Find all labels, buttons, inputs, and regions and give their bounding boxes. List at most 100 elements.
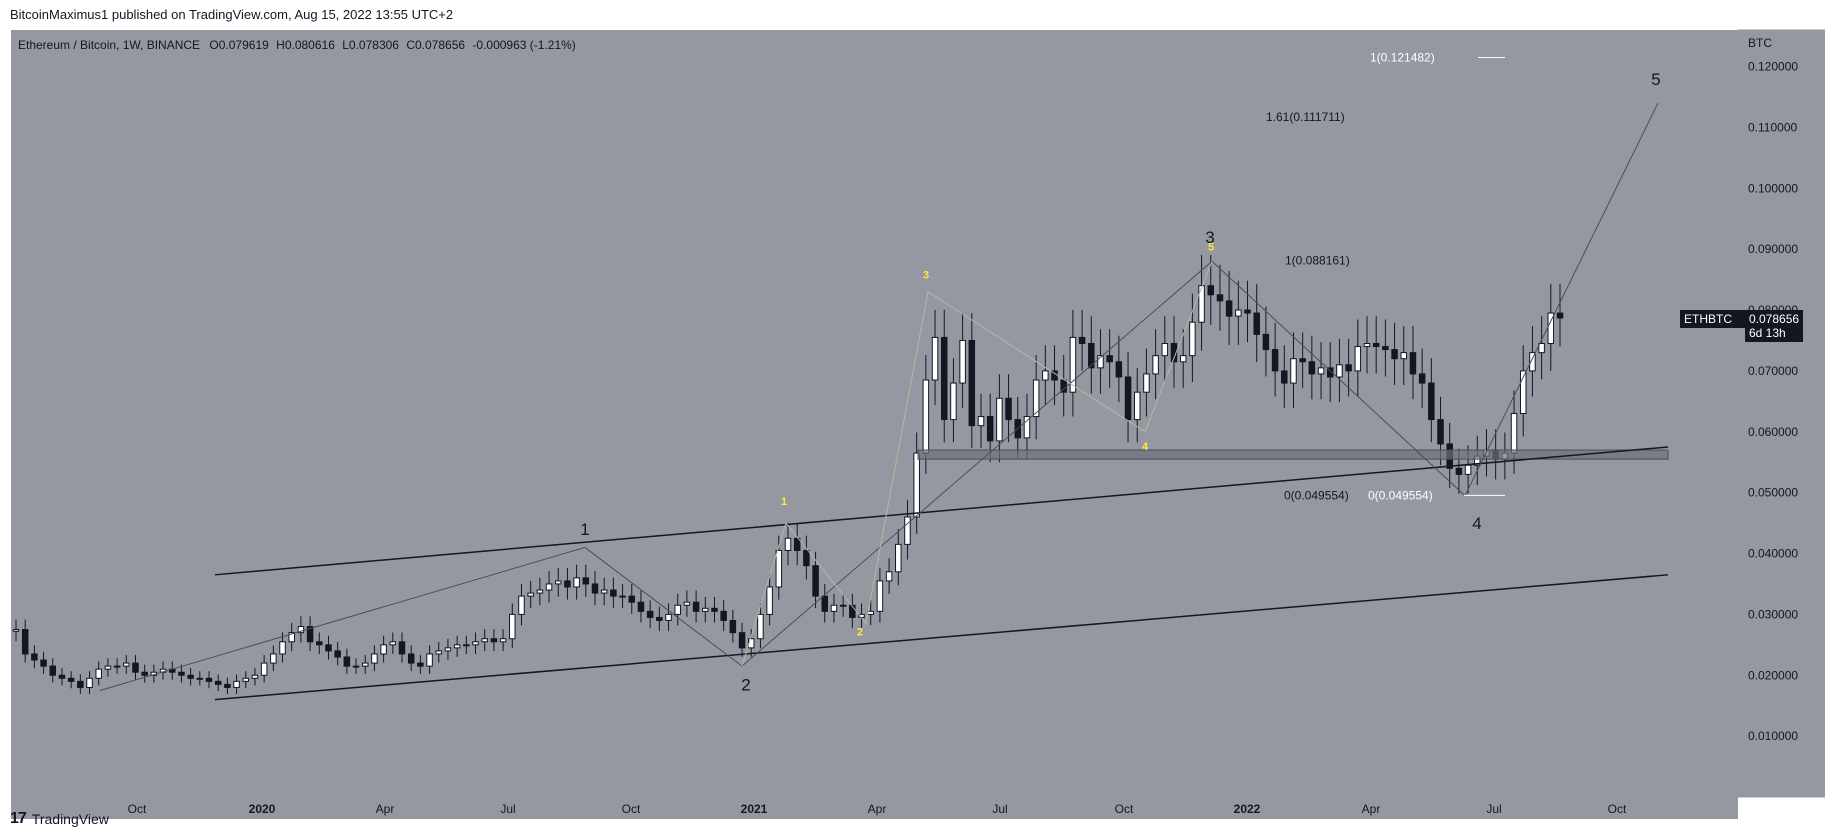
close-value: 0.078656 (415, 38, 466, 52)
candle-body (49, 665, 57, 676)
candle-body (95, 668, 102, 679)
candle-body (132, 662, 139, 673)
candle-body (1097, 355, 1104, 369)
candle-body (224, 683, 231, 688)
wave-label: 5 (1651, 70, 1660, 89)
y-tick-label: 0.010000 (1748, 729, 1798, 743)
candle-body (646, 610, 654, 618)
candle-body (1216, 294, 1224, 302)
x-tick-label: Jul (500, 802, 515, 816)
axis-currency-label: BTC (1748, 36, 1772, 50)
candle-body (1207, 285, 1215, 296)
candle-body (702, 607, 709, 612)
candle-body (1455, 467, 1463, 475)
y-tick-label: 0.120000 (1748, 60, 1798, 74)
candle-body (738, 632, 746, 649)
candle-body (959, 339, 966, 384)
candle-body (895, 543, 902, 573)
candle-body (1354, 346, 1362, 372)
candle-body (968, 339, 976, 427)
candle-body (637, 601, 645, 612)
candle-body (904, 516, 911, 545)
candle-body (931, 336, 939, 381)
candle-body (527, 592, 534, 597)
candle-body (251, 674, 259, 679)
candle-body (426, 653, 433, 667)
candle-body (178, 671, 185, 676)
last-price-tag: 0.078656 6d 13h (1745, 310, 1804, 342)
candle-body (1418, 373, 1426, 384)
candle-body (913, 452, 920, 518)
candle-body (1225, 300, 1233, 317)
candle-body (867, 610, 874, 615)
candle-body (1529, 352, 1536, 372)
candle-body (1382, 346, 1389, 351)
sub-wave-path (741, 261, 1213, 667)
candle-body (665, 613, 672, 621)
candle-body (518, 595, 525, 615)
y-tick-label: 0.090000 (1748, 242, 1798, 256)
candle-body (1133, 391, 1141, 421)
candle-body (573, 577, 580, 588)
candle-body (352, 665, 360, 668)
candle-body (288, 632, 295, 643)
candle-body (40, 659, 47, 667)
symbol-name: Ethereum / Bitcoin, 1W, BINANCE (18, 38, 201, 52)
subwave-label: 2 (857, 627, 863, 639)
candle-body (417, 662, 424, 667)
candle-body (297, 626, 305, 634)
candle-body (187, 674, 194, 679)
candle-body (1235, 309, 1242, 317)
fib-label: 1(0.121482) (1370, 51, 1435, 65)
candle-body (564, 580, 571, 588)
close-label: C (406, 38, 415, 52)
candle-body (545, 583, 553, 591)
fib-label: 1.61(0.111711) (1266, 110, 1345, 124)
x-tick-label: 2021 (741, 802, 768, 816)
candle-body (775, 549, 783, 588)
candle-body (343, 656, 351, 667)
low-value: 0.078306 (348, 38, 399, 52)
candle-body (1437, 419, 1444, 445)
y-tick-label: 0.020000 (1748, 668, 1798, 682)
candle-body (481, 638, 488, 643)
candle-body (371, 653, 378, 664)
x-tick-label: 2022 (1234, 802, 1261, 816)
x-tick-label: Apr (1362, 802, 1381, 816)
candle-body (205, 677, 213, 682)
candle-body (1308, 361, 1316, 375)
candle-body (977, 416, 985, 427)
candle-body (1253, 312, 1260, 335)
candle-body (812, 565, 819, 597)
high-label: H (276, 38, 285, 52)
candle-body (1317, 367, 1325, 375)
candle-body (1391, 349, 1398, 360)
candle-body (849, 604, 856, 618)
fib-label: 1(0.088161) (1285, 253, 1350, 267)
candle-body (1124, 376, 1132, 421)
candle-body (876, 580, 884, 612)
y-tick-label: 0.040000 (1748, 547, 1798, 561)
main-wave-path (99, 102, 1659, 691)
candle-body (720, 610, 727, 621)
candle-body (1538, 342, 1545, 354)
low-label: L (342, 38, 349, 52)
candle-body (472, 641, 479, 646)
subwave-label: 1 (781, 496, 787, 508)
candle-body (729, 619, 737, 634)
candle-body (940, 336, 948, 421)
candle-body (757, 613, 764, 640)
wave-label: 1 (580, 520, 589, 539)
candle-body (554, 580, 562, 585)
y-tick-label: 0.060000 (1748, 425, 1798, 439)
candle-body (509, 613, 516, 640)
candle-body (1271, 349, 1279, 372)
candle-body (196, 677, 204, 680)
candle-body (123, 662, 130, 667)
candle-body (766, 586, 773, 615)
candle-body (1400, 352, 1408, 360)
symbol-legend: Ethereum / Bitcoin, 1W, BINANCE O0.07961… (18, 38, 576, 52)
candle-body (1023, 416, 1031, 439)
candle-body (1170, 342, 1178, 363)
